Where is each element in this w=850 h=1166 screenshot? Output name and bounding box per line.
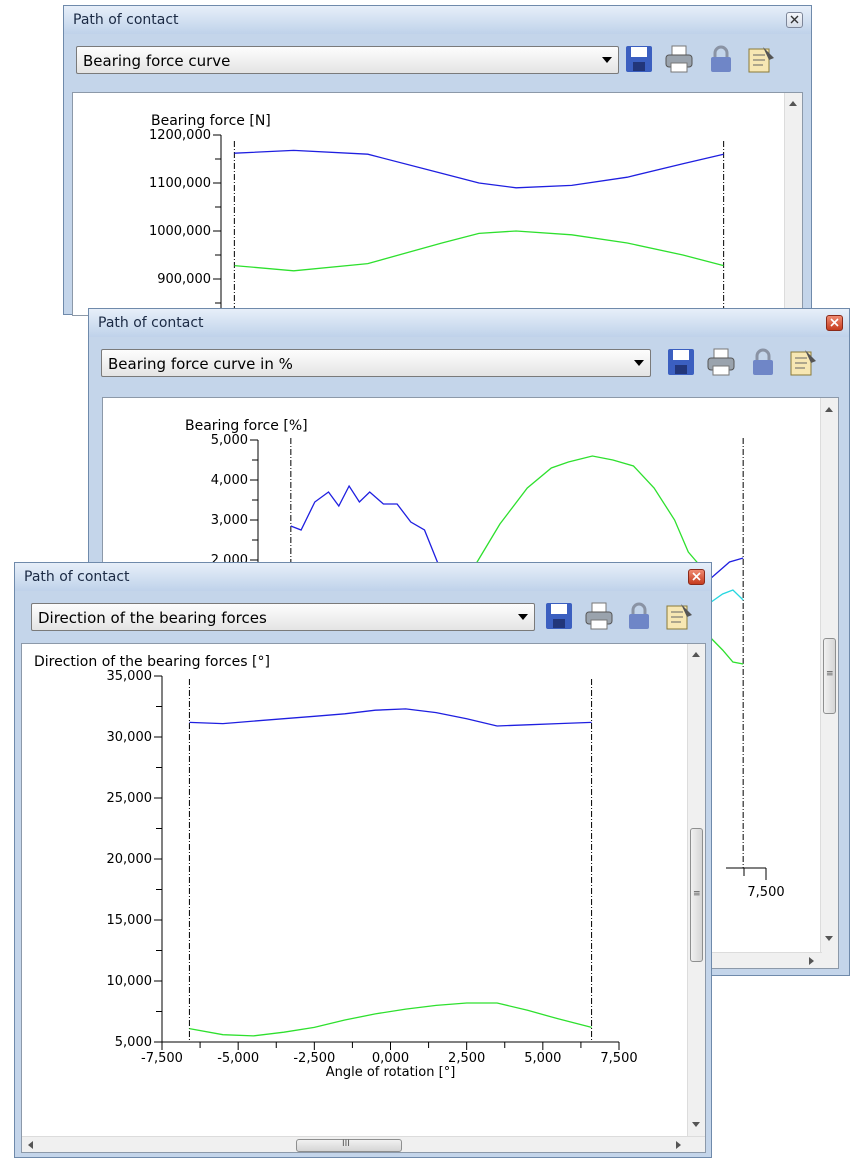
window-direction-bearing-forces: Path of contact Direction of the bearing… [14,562,712,1158]
lock-icon[interactable] [705,43,737,75]
close-button[interactable] [826,315,843,331]
y-axis-title: Direction of the bearing forces [°] [34,654,270,670]
x-tick-label: 7,500 [600,1051,637,1066]
x-tick-label: -5,000 [217,1051,259,1066]
horizontal-scrollbar[interactable]: III [22,1136,705,1152]
x-tick-label: -2,500 [293,1051,335,1066]
properties-icon[interactable] [745,43,777,75]
y-tick-label: 1000,000 [149,224,211,239]
window-title: Path of contact [24,569,130,585]
scroll-right-icon[interactable] [676,1141,681,1149]
y-tick-label: 35,000 [107,669,153,684]
y-axis-title: Bearing force [N] [151,113,271,129]
series-line-green [475,455,703,569]
toolbar: Bearing force curve in % [95,337,843,387]
toolbar: Bearing force curve [70,34,805,84]
x-tick-label: 0,000 [372,1051,409,1066]
titlebar[interactable]: Path of contact [15,563,711,591]
scroll-up-icon[interactable] [789,101,797,106]
properties-icon[interactable] [663,600,695,632]
x-tick-label: -7,500 [141,1051,183,1066]
dropdown-value: Bearing force curve in % [108,355,293,373]
series-line-blue [234,149,724,189]
y-tick-label: 4,000 [211,473,248,488]
properties-icon[interactable] [787,346,819,378]
series-line-green [189,1002,592,1037]
scroll-thumb[interactable]: ≡ [690,828,703,962]
x-tick-label: 7,500 [747,885,784,900]
window-bearing-force-curve: Path of contact Bearing force curve Bear… [63,5,812,316]
y-tick-label: 900,000 [157,272,211,287]
chevron-down-icon [634,360,644,366]
dropdown-value: Direction of the bearing forces [38,609,267,627]
close-button[interactable] [786,12,803,28]
save-icon[interactable] [665,346,697,378]
save-icon[interactable] [623,43,655,75]
dropdown-value: Bearing force curve [83,52,231,70]
scroll-down-icon[interactable] [692,1122,700,1127]
series-line-blue [290,484,439,565]
grip-icon: ≡ [826,669,834,679]
close-icon [692,572,701,581]
close-icon [830,318,839,327]
lock-icon[interactable] [623,600,655,632]
chart-bearing-force: Bearing force [N]1200,000 1100,000 1000,00… [149,113,725,315]
y-tick-label: 1200,000 [149,128,211,143]
scroll-down-icon[interactable] [825,936,833,941]
chart-pane: Bearing force [N] 1200,000 1100,000 1000,00… [72,92,803,316]
y-tick-label: 25,000 [107,791,153,806]
close-icon [790,15,799,24]
grip-icon: III [342,1139,350,1149]
save-icon[interactable] [543,600,575,632]
chart-type-dropdown[interactable]: Bearing force curve in % [101,349,651,377]
scroll-left-icon[interactable] [28,1141,33,1149]
titlebar[interactable]: Path of contact [89,309,849,337]
scroll-thumb[interactable]: ≡ [823,638,836,714]
y-tick-label: 5,000 [115,1035,152,1050]
chart-pane: Direction of the bearing forces [°] 35,00… [21,643,706,1153]
x-tick-label: 2,500 [448,1051,485,1066]
vertical-scrollbar[interactable]: ≡ [820,398,838,968]
printer-icon[interactable] [705,346,737,378]
scroll-right-icon[interactable] [809,957,814,965]
y-tick-label: 20,000 [107,852,153,867]
printer-icon[interactable] [663,43,695,75]
series-line-green [234,230,724,272]
series-line-blue [189,708,592,727]
vertical-scrollbar[interactable] [784,93,802,315]
y-tick-label: 15,000 [107,913,153,928]
window-title: Path of contact [73,12,179,28]
titlebar[interactable]: Path of contact [64,6,811,34]
x-axis-title: Angle of rotation [°] [326,1065,456,1080]
y-tick-label: 10,000 [107,974,153,989]
scroll-thumb[interactable]: III [296,1139,402,1152]
y-tick-label: 30,000 [107,730,153,745]
window-title: Path of contact [98,315,204,331]
y-axis-title: Bearing force [%] [185,418,308,434]
scroll-up-icon[interactable] [825,407,833,412]
toolbar: Direction of the bearing forces [21,591,705,641]
close-button[interactable] [688,569,705,585]
chart-type-dropdown[interactable]: Bearing force curve [76,46,619,74]
vertical-scrollbar[interactable]: ≡ [687,644,705,1136]
grip-icon: ≡ [693,889,701,899]
scroll-up-icon[interactable] [692,652,700,657]
y-tick-label: 3,000 [211,513,248,528]
lock-icon[interactable] [747,346,779,378]
chart-type-dropdown[interactable]: Direction of the bearing forces [31,603,535,631]
x-tick-label: 5,000 [524,1051,561,1066]
y-tick-label: 1100,000 [149,176,211,191]
chevron-down-icon [518,614,528,620]
chart-direction-bearing-forces: Direction of the bearing forces [°]35,00… [34,654,638,1080]
y-tick-label: 5,000 [211,433,248,448]
printer-icon[interactable] [583,600,615,632]
chevron-down-icon [602,57,612,63]
